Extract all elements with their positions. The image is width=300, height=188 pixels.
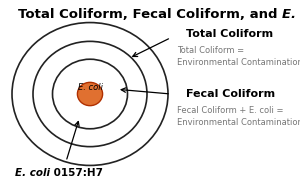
Text: Total Coliform, Fecal Coliform, and: Total Coliform, Fecal Coliform, and <box>18 8 282 20</box>
Text: 0157:H7: 0157:H7 <box>50 168 103 178</box>
Text: E. coli: E. coli <box>282 8 300 20</box>
Ellipse shape <box>12 23 168 165</box>
Text: Total Coliform =
Environmental Contamination: Total Coliform = Environmental Contamina… <box>177 46 300 67</box>
Ellipse shape <box>52 59 128 129</box>
Text: Fecal Coliform: Fecal Coliform <box>186 89 275 99</box>
Ellipse shape <box>77 82 103 106</box>
Ellipse shape <box>33 41 147 147</box>
Text: Total Coliform: Total Coliform <box>186 29 273 39</box>
Text: E. coli: E. coli <box>15 168 50 178</box>
Text: E. coli: E. coli <box>77 83 103 92</box>
Text: Fecal Coliform + E. coli =
Environmental Contamination: Fecal Coliform + E. coli = Environmental… <box>177 106 300 127</box>
